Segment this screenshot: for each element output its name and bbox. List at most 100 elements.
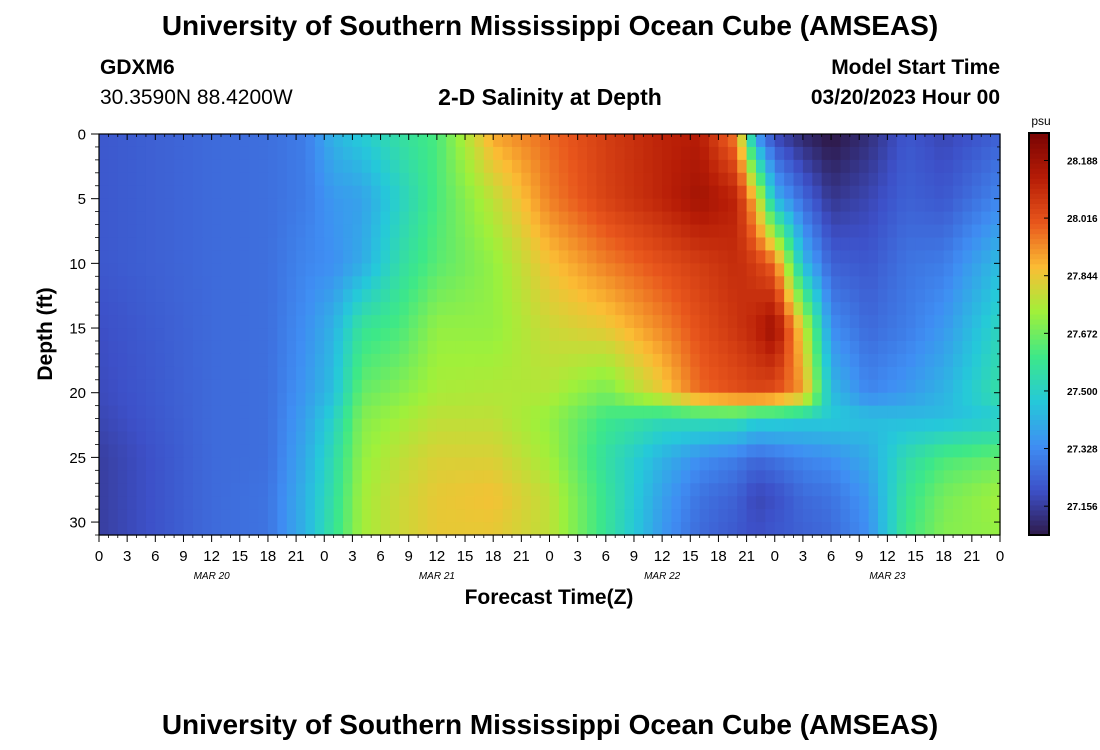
heatmap-cell: [305, 250, 316, 264]
heatmap-cell: [587, 146, 598, 161]
heatmap-cell: [314, 353, 325, 368]
heatmap-cell: [136, 431, 147, 446]
heatmap-cell: [502, 431, 513, 446]
heatmap-cell: [887, 340, 898, 355]
heatmap-cell: [755, 431, 766, 446]
heatmap-cell: [117, 522, 128, 536]
heatmap-cell: [380, 431, 391, 446]
heatmap-cell: [737, 418, 748, 433]
heatmap-cell: [802, 522, 813, 536]
heatmap-cell: [699, 496, 710, 510]
heatmap-cell: [418, 211, 429, 226]
heatmap-cell: [333, 509, 344, 523]
heatmap-cell: [802, 470, 813, 484]
heatmap-cell: [164, 366, 175, 381]
heatmap-cell: [868, 379, 879, 394]
colorbar-segment: [1029, 238, 1049, 245]
heatmap-cell: [774, 340, 785, 355]
heatmap-cell: [127, 315, 138, 329]
heatmap-cell: [230, 379, 241, 394]
heatmap-cell: [737, 159, 748, 174]
heatmap-cell: [680, 250, 691, 264]
heatmap-cell: [746, 379, 757, 394]
heatmap-cell: [727, 483, 738, 497]
heatmap-cell: [127, 302, 138, 316]
heatmap-cell: [221, 250, 231, 264]
heatmap-cell: [399, 328, 410, 342]
heatmap-cell: [530, 328, 541, 342]
heatmap-cell: [690, 405, 701, 420]
heatmap-cell: [361, 405, 372, 420]
heatmap-cell: [859, 198, 870, 213]
heatmap-cell: [962, 198, 973, 213]
heatmap-cell: [549, 198, 560, 213]
heatmap-cell: [577, 315, 588, 329]
heatmap-cell: [483, 431, 494, 446]
heatmap-cell: [943, 198, 954, 213]
heatmap-cell: [633, 237, 644, 252]
heatmap-cell: [727, 315, 738, 329]
heatmap-cell: [155, 172, 166, 187]
heatmap-cell: [577, 496, 588, 510]
heatmap-cell: [568, 483, 579, 497]
heatmap-cell: [267, 392, 278, 407]
heatmap-cell: [821, 250, 832, 264]
heatmap-cell: [286, 522, 297, 536]
heatmap-cell: [99, 237, 109, 252]
heatmap-cell: [718, 237, 729, 252]
heatmap-cell: [408, 457, 419, 471]
heatmap-cell: [211, 289, 222, 303]
heatmap-cell: [474, 302, 485, 316]
heatmap-cell: [427, 470, 438, 484]
heatmap-cell: [812, 353, 823, 368]
heatmap-cell: [558, 470, 569, 484]
heatmap-cell: [418, 470, 429, 484]
heatmap-cell: [587, 379, 598, 394]
heatmap-cell: [859, 289, 870, 303]
heatmap-cell: [577, 522, 588, 536]
heatmap-cell: [746, 224, 757, 239]
heatmap-cell: [633, 302, 644, 316]
heatmap-cell: [221, 392, 231, 407]
heatmap-cell: [587, 328, 598, 342]
heatmap-cell: [915, 134, 926, 148]
heatmap-cell: [530, 315, 541, 329]
heatmap-cell: [840, 457, 851, 471]
heatmap-cell: [953, 146, 964, 161]
heatmap-cell: [887, 328, 898, 342]
heatmap-cell: [192, 159, 203, 174]
heatmap-cell: [699, 237, 710, 252]
heatmap-cell: [324, 496, 335, 510]
heatmap-cell: [371, 392, 382, 407]
heatmap-cell: [324, 224, 335, 239]
heatmap-cell: [831, 509, 842, 523]
heatmap-cell: [793, 470, 804, 484]
heatmap-cell: [727, 496, 738, 510]
heatmap-cell: [765, 496, 776, 510]
heatmap-cell: [211, 353, 222, 368]
heatmap-cell: [981, 198, 992, 213]
heatmap-cell: [577, 172, 588, 187]
heatmap-cell: [624, 405, 635, 420]
heatmap-cell: [784, 496, 795, 510]
heatmap-cell: [971, 431, 982, 446]
heatmap-cell: [887, 159, 898, 174]
heatmap-cell: [427, 340, 438, 355]
heatmap-cell: [633, 379, 644, 394]
colorbar-segment: [1029, 414, 1049, 421]
heatmap-cell: [718, 185, 729, 200]
heatmap-cell: [117, 276, 128, 290]
heatmap-cell: [202, 444, 213, 458]
heatmap-cell: [699, 340, 710, 355]
heatmap-cell: [943, 392, 954, 407]
colorbar-segment: [1029, 339, 1049, 345]
heatmap-cell: [465, 211, 476, 226]
heatmap-cell: [202, 483, 213, 497]
heatmap-cell: [549, 457, 560, 471]
heatmap-cell: [990, 379, 1001, 394]
heatmap-cell: [371, 172, 382, 187]
heatmap-cell: [399, 418, 410, 433]
heatmap-cell: [718, 509, 729, 523]
heatmap-cell: [934, 146, 945, 161]
heatmap-cell: [774, 431, 785, 446]
